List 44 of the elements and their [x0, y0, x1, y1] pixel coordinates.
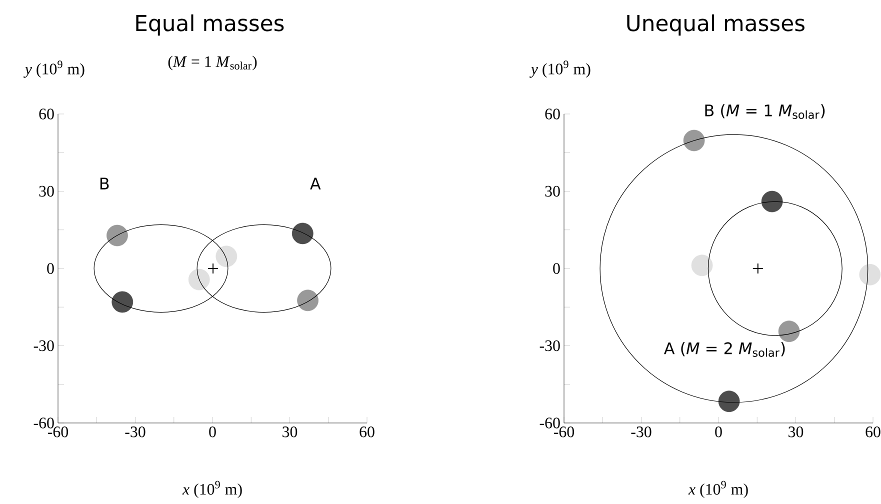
chart-title: Equal masses: [136, 14, 284, 36]
x-axis-title: x (10$^{9}$ m): [688, 480, 748, 498]
y-tick-label: -60: [540, 418, 560, 428]
x-tick-label: 0: [715, 426, 722, 438]
annotation: B: [100, 178, 109, 190]
point: [297, 290, 318, 312]
x-tick-label: -30: [631, 426, 652, 438]
point: [292, 222, 314, 244]
x-tick-label: -60: [48, 426, 68, 438]
y-tick-label: -30: [540, 340, 560, 352]
point: [112, 291, 134, 313]
x-tick-label: 30: [788, 426, 804, 438]
y-tick-label: 60: [39, 108, 54, 120]
x-tick-label: 30: [282, 426, 298, 438]
annotation: B (M = 1 M$_{solar}$): [705, 104, 825, 119]
point: [778, 320, 800, 342]
point: [761, 190, 783, 212]
x-tick-label: 0: [209, 426, 216, 438]
point: [216, 246, 238, 268]
y-tick-label: 60: [545, 108, 560, 120]
y-axis-title: y (10$^{9}$ m): [530, 60, 590, 78]
y-tick-label: -60: [34, 418, 54, 428]
y-tick-label: 30: [39, 186, 54, 197]
x-tick-label: -30: [125, 426, 146, 438]
chart-title: Unequal masses: [627, 14, 804, 36]
y-tick-label: 0: [553, 263, 560, 274]
chart-subtitle: (M = 1 M$_{solar}$): [168, 56, 257, 70]
point: [106, 224, 128, 246]
point: [683, 130, 705, 152]
x-tick-label: 60: [360, 426, 374, 438]
point: [691, 254, 713, 276]
point: [188, 268, 210, 290]
annotation: A: [310, 178, 321, 190]
y-axis-title: y (10$^{9}$ m): [24, 60, 84, 78]
y-tick-label: 30: [545, 186, 560, 197]
x-tick-label: -60: [554, 426, 574, 438]
point: [752, 262, 764, 274]
x-tick-label: 60: [866, 426, 880, 438]
point: [208, 262, 219, 274]
x-axis-title: x (10$^{9}$ m): [182, 480, 242, 498]
annotation: A (M = 2 M$_{solar}$): [664, 342, 785, 357]
y-tick-label: -30: [34, 340, 54, 352]
y-tick-label: 0: [47, 263, 54, 274]
point: [718, 390, 740, 412]
